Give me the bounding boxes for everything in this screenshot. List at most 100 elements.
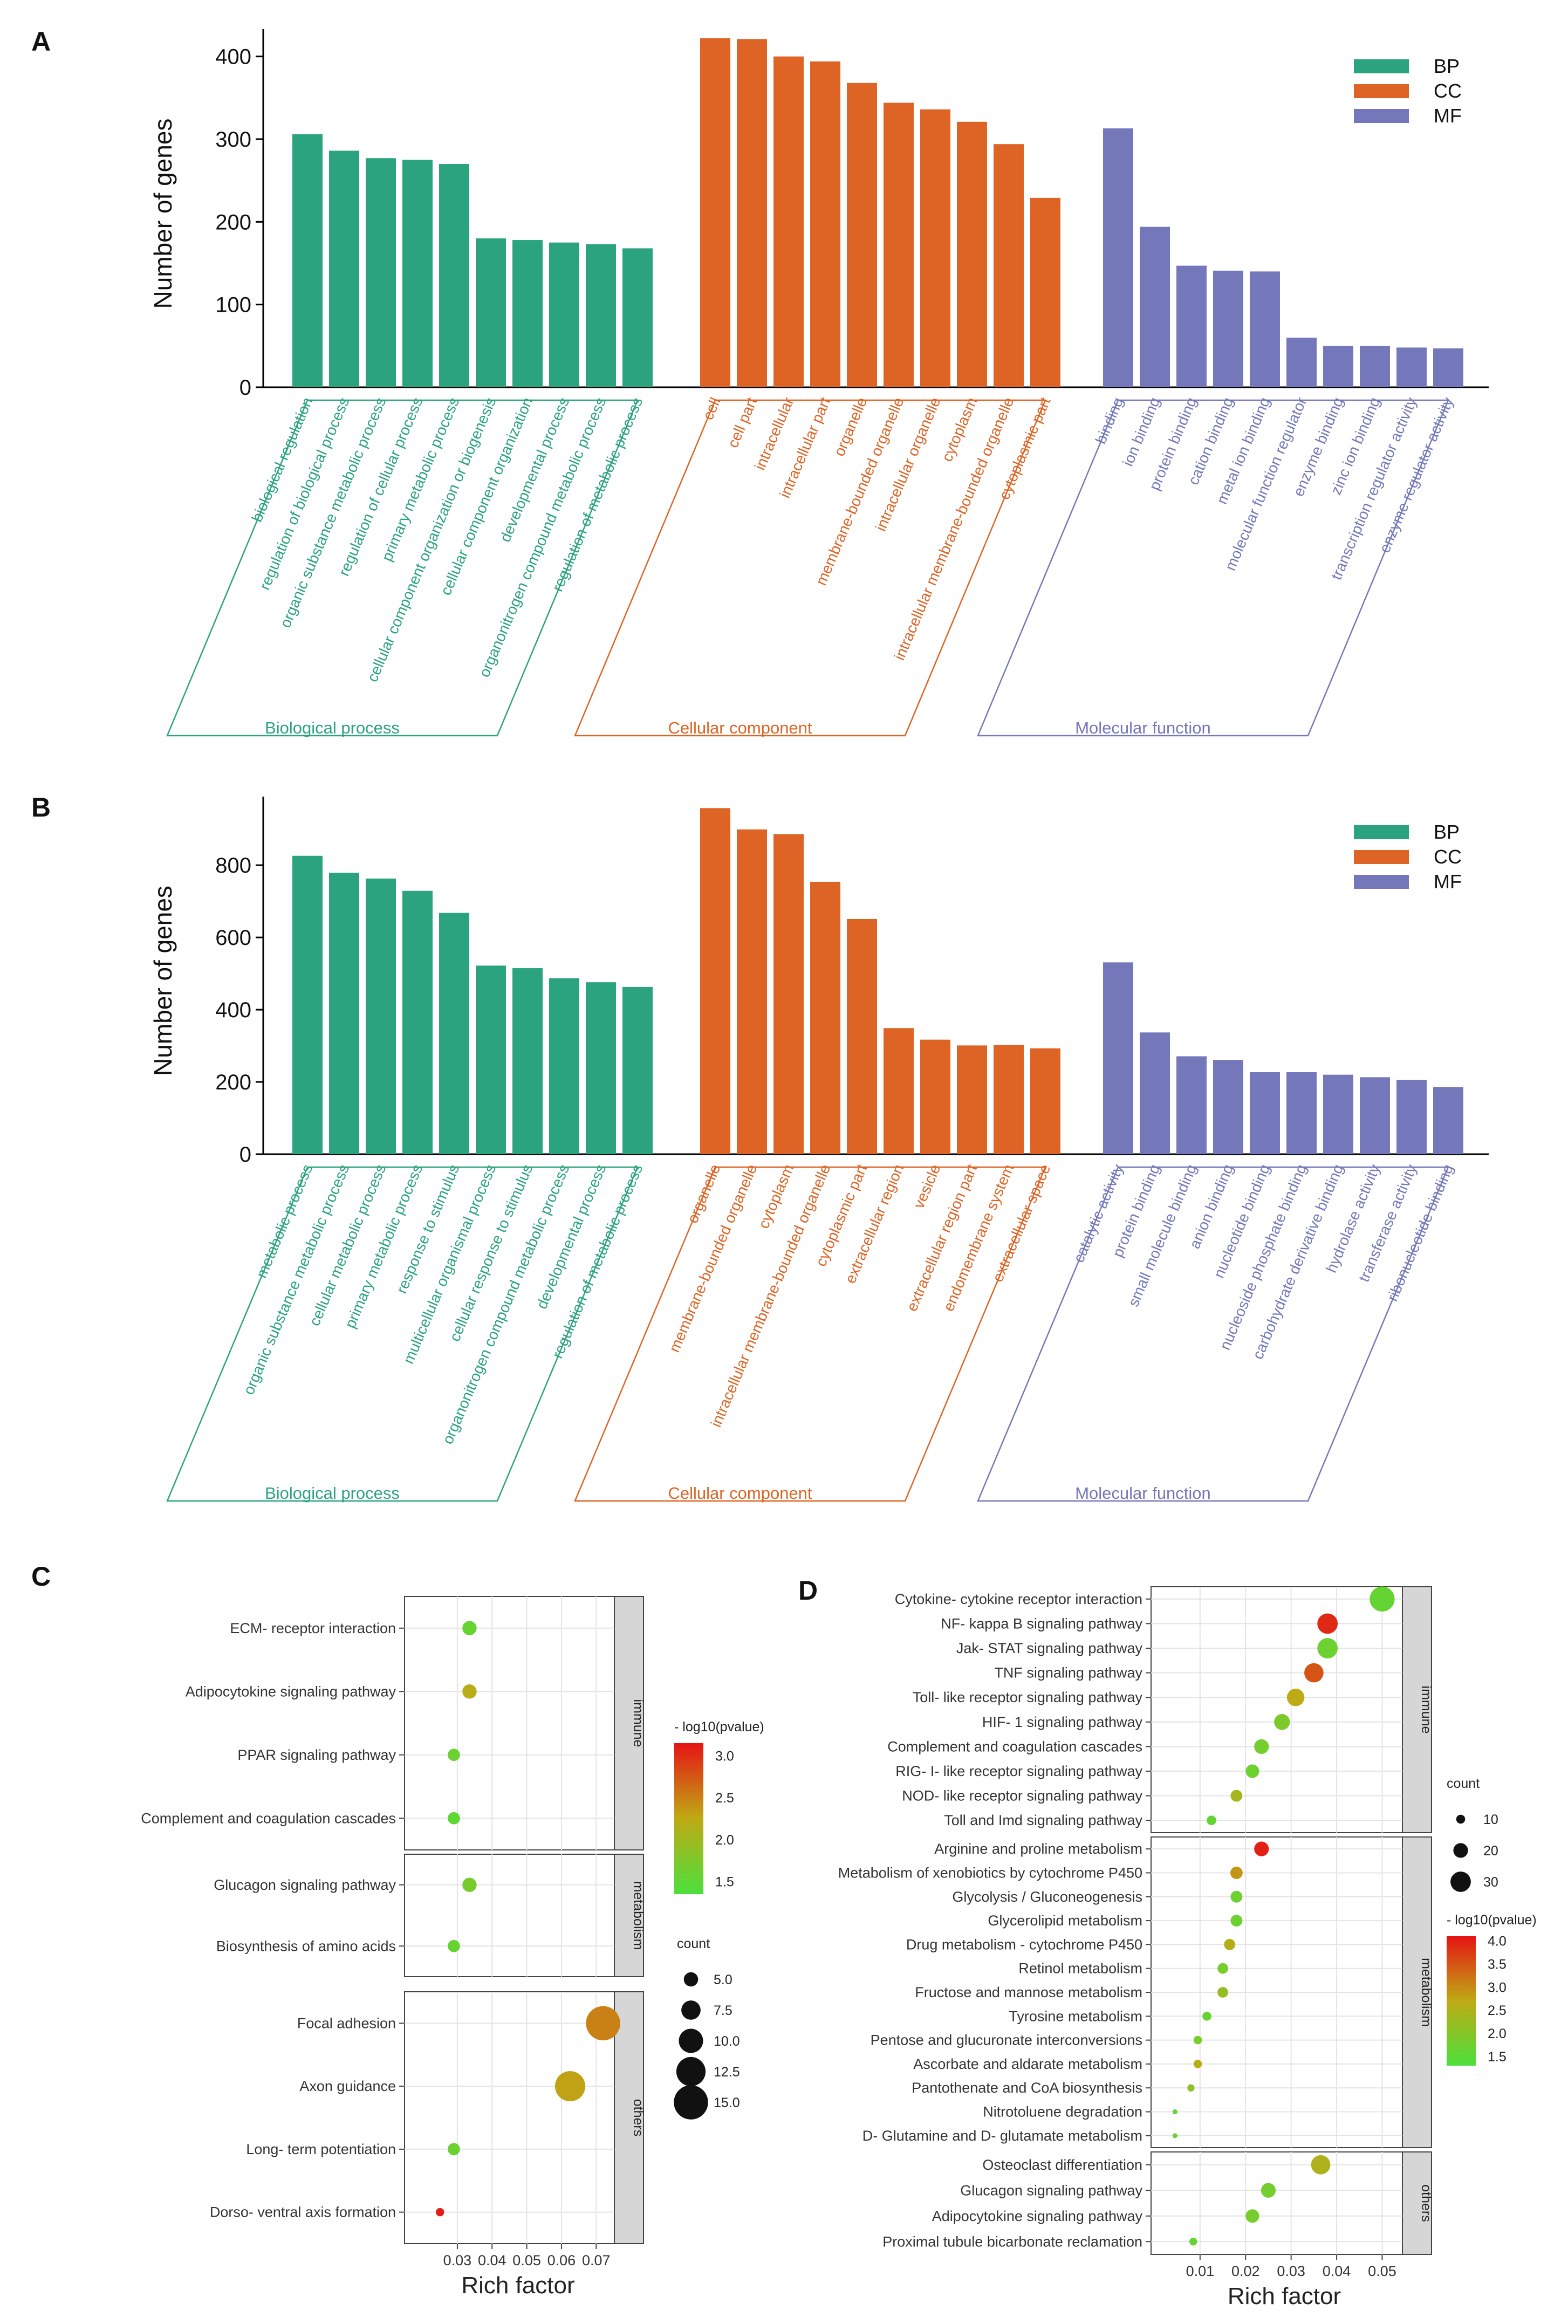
- facet-strip: [614, 1854, 644, 1977]
- color-legend-tick: 2.0: [1488, 2026, 1507, 2041]
- x-tick-label: 0.02: [1231, 2263, 1260, 2279]
- bubble-long-term-potentiation: [448, 2143, 460, 2156]
- bar-bp-cellular-metabolic-process: [366, 878, 396, 1154]
- bar-bp-multicellular-organismal-process: [476, 965, 506, 1154]
- bubble-pantothenate-and-coa-biosynthesis: [1187, 2084, 1195, 2092]
- bar-mf-metal-ion-binding: [1250, 271, 1280, 387]
- size-legend-tick: 15.0: [714, 2095, 740, 2110]
- pathway-label: Adipocytokine signaling pathway: [932, 2208, 1143, 2224]
- size-legend-circle: [676, 2056, 706, 2087]
- panel-label: A: [31, 26, 51, 57]
- x-tick-label: 0.06: [547, 2252, 576, 2268]
- bar-cc-extracellular-region: [884, 1028, 914, 1154]
- bubble-nf-kappa-b-signaling-pathway: [1317, 1613, 1338, 1634]
- bar-bp-organonitrogen-compound-metabolic-process: [549, 978, 579, 1154]
- pathway-label: Focal adhesion: [297, 2015, 396, 2031]
- bubble-pentose-and-glucuronate-interconversions: [1193, 2035, 1202, 2045]
- category-label: cytoplasm: [755, 1162, 797, 1231]
- facet-strip-label: others: [631, 2099, 646, 2136]
- bar-mf-cation-binding: [1213, 270, 1243, 387]
- color-legend-title: - log10(pvalue): [1447, 1912, 1537, 1928]
- pathway-label: ECM- receptor interaction: [230, 1620, 396, 1636]
- bar-cc-organelle: [700, 808, 730, 1154]
- pathway-label: Cytokine- cytokine receptor interaction: [895, 1591, 1142, 1607]
- y-tick-label: 200: [215, 1071, 251, 1094]
- legend-label-mf: MF: [1434, 105, 1462, 127]
- bar-bp-developmental-process: [549, 242, 579, 387]
- bar-cc-vesicle: [920, 1039, 950, 1154]
- facet-strip-label: others: [1419, 2184, 1434, 2222]
- bar-bp-biological-regulation: [292, 134, 323, 388]
- color-legend-bar: [674, 1743, 703, 1894]
- bracket-mf: [977, 1166, 1449, 1502]
- legend-swatch-bp: [1354, 59, 1409, 73]
- bubble-glycolysis-gluconeogenesis: [1230, 1890, 1243, 1903]
- bar-bp-regulation-of-biological-process: [329, 150, 359, 387]
- pathway-label: Glucagon signaling pathway: [960, 2182, 1142, 2198]
- bubble-biosynthesis-of-amino-acids: [448, 1939, 460, 1952]
- category-label: organelle: [831, 395, 871, 458]
- group-label-cc: Cellular component: [668, 718, 812, 737]
- bubble-glucagon-signaling-pathway: [1261, 2183, 1276, 2198]
- group-label-mf: Molecular function: [1075, 718, 1211, 737]
- pathway-label: Dorso- ventral axis formation: [210, 2204, 396, 2220]
- bar-cc-extracellular-region-part: [957, 1045, 987, 1154]
- bracket-bp: [166, 1166, 639, 1502]
- pathway-label: HIF- 1 signaling pathway: [982, 1714, 1143, 1730]
- bar-bp-regulation-of-metabolic-process: [622, 986, 653, 1154]
- facet-strip-label: immune: [631, 1699, 646, 1747]
- bar-cc-intracellular-membrane-bounded-organelle: [810, 881, 840, 1154]
- bar-bp-regulation-of-metabolic-process: [622, 248, 653, 387]
- bubble-hif-1-signaling-pathway: [1274, 1714, 1290, 1730]
- pathway-label: Ascorbate and aldarate metabolism: [913, 2056, 1142, 2072]
- y-axis-label: Number of genes: [149, 886, 177, 1076]
- facet-panel: [404, 1596, 615, 1850]
- bubble-complement-and-coagulation-cascades: [448, 1812, 460, 1825]
- x-tick-label: 0.03: [1277, 2263, 1305, 2279]
- bar-mf-binding: [1103, 128, 1133, 388]
- facet-panel: [404, 1854, 615, 1977]
- y-axis-label: Number of genes: [149, 119, 177, 309]
- bubble-arginine-and-proline-metabolism: [1254, 1841, 1269, 1856]
- x-tick-label: 0.07: [582, 2252, 611, 2268]
- category-label: extracellular region part: [903, 1162, 981, 1314]
- bubble-retinol-metabolism: [1217, 1963, 1228, 1974]
- bar-bp-organic-substance-metabolic-process: [366, 158, 396, 387]
- bar-cc-cell-part: [737, 39, 767, 387]
- bar-cc-cytoplasm: [773, 834, 804, 1154]
- pathway-label: Nitrotoluene degradation: [983, 2104, 1142, 2120]
- bubble-toll-and-imd-signaling-pathway: [1207, 1815, 1216, 1826]
- bracket-cc: [574, 399, 1046, 737]
- bubble-nod-like-receptor-signaling-pathway: [1230, 1790, 1243, 1802]
- x-tick-label: 0.04: [478, 2252, 506, 2268]
- y-tick-label: 800: [215, 854, 251, 878]
- bracket-mf: [977, 399, 1449, 737]
- bar-bp-cellular-component-organization-or-biogenesis: [476, 238, 506, 387]
- bar-bp-regulation-of-cellular-process: [402, 160, 433, 387]
- bubble-fructose-and-mannose-metabolism: [1217, 1987, 1228, 1998]
- size-legend-title: count: [677, 1936, 710, 1951]
- bubble-adipocytokine-signaling-pathway: [1245, 2209, 1259, 2223]
- pathway-label: Drug metabolism - cytochrome P450: [906, 1936, 1142, 1952]
- pathway-label: D- Glutamine and D- glutamate metabolism: [862, 2128, 1142, 2144]
- x-tick-label: 0.03: [443, 2252, 472, 2268]
- pathway-label: Glycolysis / Gluconeogenesis: [952, 1889, 1142, 1905]
- size-legend-tick: 10: [1483, 1812, 1498, 1827]
- bubble-metabolism-of-xenobiotics-by-cytochrome-p450: [1230, 1866, 1243, 1879]
- x-axis-label: Rich factor: [461, 2272, 574, 2299]
- bar-bp-metabolic-process: [292, 855, 323, 1154]
- pathway-label: Glycerolipid metabolism: [988, 1912, 1142, 1929]
- color-legend-tick: 3.5: [1488, 1957, 1507, 1972]
- bar-mf-enzyme-regulator-activity: [1433, 348, 1463, 387]
- category-label: endomembrane system: [940, 1162, 1017, 1313]
- bar-mf-transcription-regulator-activity: [1396, 347, 1427, 387]
- legend-label-bp: BP: [1434, 821, 1460, 843]
- panel-label: B: [31, 792, 51, 822]
- bar-mf-protein-binding: [1176, 265, 1207, 387]
- x-tick-label: 0.05: [512, 2252, 541, 2268]
- facet-panel: [1151, 2151, 1403, 2255]
- color-legend-tick: 2.5: [715, 1791, 734, 1806]
- facet-strip: [614, 1596, 644, 1850]
